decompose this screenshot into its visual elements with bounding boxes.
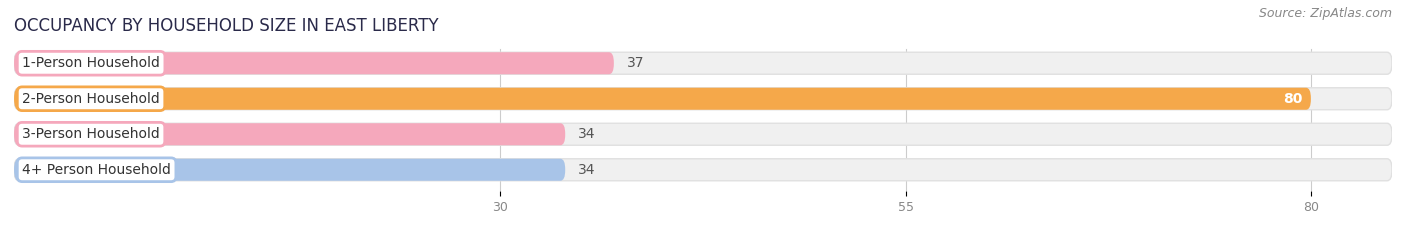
FancyBboxPatch shape [14,123,565,145]
FancyBboxPatch shape [14,159,565,181]
FancyBboxPatch shape [14,123,1392,145]
FancyBboxPatch shape [14,159,1392,181]
Text: OCCUPANCY BY HOUSEHOLD SIZE IN EAST LIBERTY: OCCUPANCY BY HOUSEHOLD SIZE IN EAST LIBE… [14,17,439,35]
Text: 34: 34 [578,127,596,141]
Text: 37: 37 [627,56,644,70]
FancyBboxPatch shape [14,88,1392,110]
Text: 3-Person Household: 3-Person Household [22,127,160,141]
Text: 80: 80 [1284,92,1303,106]
Text: 4+ Person Household: 4+ Person Household [22,163,172,177]
Text: 2-Person Household: 2-Person Household [22,92,160,106]
FancyBboxPatch shape [14,52,614,74]
FancyBboxPatch shape [14,88,1310,110]
Text: 34: 34 [578,163,596,177]
Text: Source: ZipAtlas.com: Source: ZipAtlas.com [1258,7,1392,20]
FancyBboxPatch shape [14,52,1392,74]
Text: 1-Person Household: 1-Person Household [22,56,160,70]
